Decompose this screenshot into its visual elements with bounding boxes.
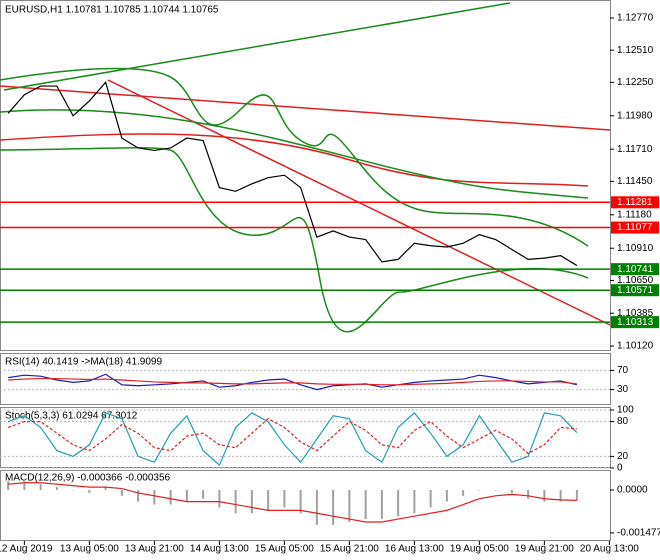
- data-line: [7, 412, 578, 467]
- histogram-bar: [120, 490, 123, 496]
- y-tick-label: 1.12770: [617, 13, 654, 24]
- histogram-bar: [380, 490, 383, 520]
- data-line: [8, 373, 578, 391]
- data-line: [8, 482, 577, 523]
- y-tick-label: 0.0000: [617, 485, 648, 496]
- histogram-bar: [348, 490, 351, 522]
- histogram-bar: [185, 490, 188, 502]
- histogram-bar: [299, 490, 302, 514]
- bollinger-upper: [0, 67, 589, 247]
- y-tick-label: 20: [617, 451, 629, 462]
- histogram-bar: [250, 490, 253, 514]
- histogram-bar: [169, 490, 172, 505]
- histogram-bar: [7, 481, 10, 491]
- y-tick-label: 30: [617, 384, 629, 395]
- x-tick-label: 20 Aug 13:00: [580, 544, 639, 555]
- x-tick-label: 15 Aug 05:00: [255, 544, 314, 555]
- y-tick-label: -0.001477: [617, 528, 660, 539]
- x-tick-label: 19 Aug 21:00: [515, 544, 574, 555]
- histogram-bar: [153, 490, 156, 505]
- level-label: 1.11281: [617, 197, 653, 208]
- histogram-bar: [55, 487, 58, 491]
- histogram-bar: [429, 490, 432, 508]
- x-tick-label: 12 Aug 2019: [0, 544, 53, 555]
- level-label: 1.10571: [617, 285, 654, 296]
- level-label: 1.10313: [617, 317, 654, 328]
- histogram-bar: [39, 484, 42, 491]
- trend-line: [3, 2, 511, 91]
- level-label-box: [611, 284, 659, 297]
- level-label-box: [611, 221, 659, 234]
- level-label-box: [611, 316, 659, 329]
- histogram-bar: [575, 490, 578, 501]
- histogram-bar: [397, 490, 400, 517]
- x-tick-label: 16 Aug 13:00: [385, 544, 444, 555]
- y-tick-label: 0: [617, 463, 623, 474]
- x-tick-label: 13 Aug 21:00: [125, 544, 184, 555]
- panel-title: Stoch(5,3,3) 61.0294 67.3012: [5, 411, 138, 422]
- level-label-box: [611, 263, 659, 276]
- y-tick-label: 1.11450: [617, 176, 653, 187]
- histogram-bar: [510, 490, 513, 493]
- data-line: [7, 81, 578, 267]
- y-tick-label: 1.10910: [617, 243, 654, 254]
- y-tick-label: 1.10650: [617, 275, 654, 286]
- panel-title: RSI(14) 40.1419 ->MA(18) 41.9099: [5, 357, 162, 368]
- trend-line: [0, 85, 611, 131]
- y-tick-label: 1.11710: [617, 144, 653, 155]
- y-tick-label: 1.12250: [617, 77, 654, 88]
- histogram-bar: [364, 490, 367, 520]
- level-label: 1.11077: [617, 222, 653, 233]
- y-tick-label: 1.10385: [617, 308, 654, 319]
- histogram-bar: [218, 490, 221, 508]
- histogram-bar: [478, 490, 481, 491]
- y-tick-label: 70: [617, 365, 629, 376]
- rsi-panel: [0, 353, 611, 405]
- histogram-bar: [462, 490, 465, 496]
- y-tick-label: 80: [617, 416, 629, 427]
- data-line: [8, 377, 577, 386]
- histogram-bar: [315, 490, 318, 525]
- x-tick-label: 19 Aug 05:00: [450, 544, 509, 555]
- panel-title: MACD(12,26,9) -0.000366 -0.000356: [5, 473, 171, 484]
- data-line: [7, 417, 577, 455]
- histogram-bar: [527, 490, 530, 499]
- y-tick-label: 1.11980: [617, 110, 653, 121]
- histogram-bar: [494, 490, 497, 491]
- level-label-box: [611, 196, 659, 209]
- main-panel: [0, 0, 611, 351]
- macd-panel: [0, 470, 611, 541]
- panel-title: EURUSD,H1 1.10781 1.10785 1.10744 1.1076…: [5, 5, 219, 16]
- histogram-bar: [23, 481, 26, 491]
- histogram-bar: [104, 487, 107, 491]
- histogram-bar: [137, 490, 140, 502]
- y-tick-label: 1.11180: [617, 209, 652, 220]
- histogram-bar: [543, 490, 546, 502]
- level-label: 1.10741: [617, 264, 654, 275]
- histogram-bar: [332, 490, 335, 525]
- histogram-bar: [72, 490, 75, 491]
- histogram-bar: [559, 490, 562, 502]
- histogram-bar: [234, 490, 237, 514]
- histogram-bar: [413, 490, 416, 514]
- histogram-bar: [445, 490, 448, 502]
- histogram-bar: [88, 490, 91, 493]
- moving-average: [0, 133, 589, 187]
- histogram-bar: [267, 490, 270, 511]
- x-tick-label: 13 Aug 05:00: [60, 544, 119, 555]
- x-tick-label: 15 Aug 21:00: [320, 544, 379, 555]
- x-tick-label: 14 Aug 13:00: [190, 544, 249, 555]
- histogram-bar: [283, 490, 286, 508]
- y-tick-label: 1.12510: [617, 45, 654, 56]
- histogram-bar: [202, 490, 205, 499]
- y-tick-label: 1.10120: [617, 341, 654, 352]
- y-tick-label: 100: [617, 405, 634, 416]
